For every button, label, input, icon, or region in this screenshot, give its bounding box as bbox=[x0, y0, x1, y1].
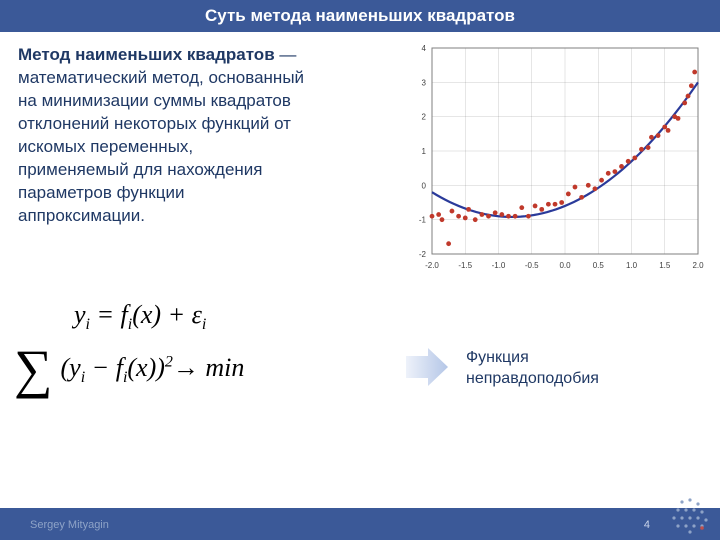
decor-dots-icon bbox=[668, 494, 710, 536]
arrow-icon bbox=[406, 348, 448, 386]
svg-text:1.5: 1.5 bbox=[659, 261, 671, 270]
author-name: Sergey Mityagin bbox=[30, 519, 109, 531]
definition-rest: — математический метод, основанный на ми… bbox=[18, 45, 304, 225]
svg-text:-1.5: -1.5 bbox=[458, 261, 472, 270]
svg-text:0: 0 bbox=[422, 181, 427, 190]
chart-caption: Функция неправдоподобия bbox=[466, 348, 666, 390]
svg-text:1.0: 1.0 bbox=[626, 261, 638, 270]
svg-text:0.5: 0.5 bbox=[593, 261, 605, 270]
formula-block: yi = fi(x) + εi ∑ (yi − fi(x))2→ min bbox=[14, 300, 334, 391]
definition-paragraph: Метод наименьших квадратов — математичес… bbox=[18, 44, 308, 228]
sigma-icon: ∑ bbox=[14, 348, 53, 391]
svg-text:1: 1 bbox=[422, 147, 427, 156]
svg-text:-0.5: -0.5 bbox=[525, 261, 539, 270]
formula-objective: ∑ (yi − fi(x))2→ min bbox=[14, 348, 334, 391]
slide-title-bar: Суть метода наименьших квадратов bbox=[0, 0, 720, 32]
svg-text:0.0: 0.0 bbox=[559, 261, 571, 270]
svg-text:-1.0: -1.0 bbox=[492, 261, 506, 270]
scatter-chart: -2.0 -1.5 -1.0 -0.5 0.0 0.5 1.0 1.5 2.0 -2 -1 0 1 2 3 4 bbox=[404, 42, 704, 272]
formula-model: yi = fi(x) + εi bbox=[74, 300, 334, 334]
term-bold: Метод наименьших квадратов bbox=[18, 45, 279, 64]
svg-text:3: 3 bbox=[422, 78, 427, 87]
slide-title: Суть метода наименьших квадратов bbox=[205, 6, 515, 25]
svg-text:-2: -2 bbox=[419, 250, 427, 259]
svg-text:-2.0: -2.0 bbox=[425, 261, 439, 270]
svg-text:4: 4 bbox=[422, 44, 427, 53]
chart-container: -2.0 -1.5 -1.0 -0.5 0.0 0.5 1.0 1.5 2.0 -2 -1 0 1 2 3 4 bbox=[404, 42, 704, 272]
svg-text:2: 2 bbox=[422, 113, 427, 122]
page-number: 4 bbox=[644, 519, 650, 531]
svg-text:2.0: 2.0 bbox=[692, 261, 704, 270]
svg-text:-1: -1 bbox=[419, 216, 427, 225]
